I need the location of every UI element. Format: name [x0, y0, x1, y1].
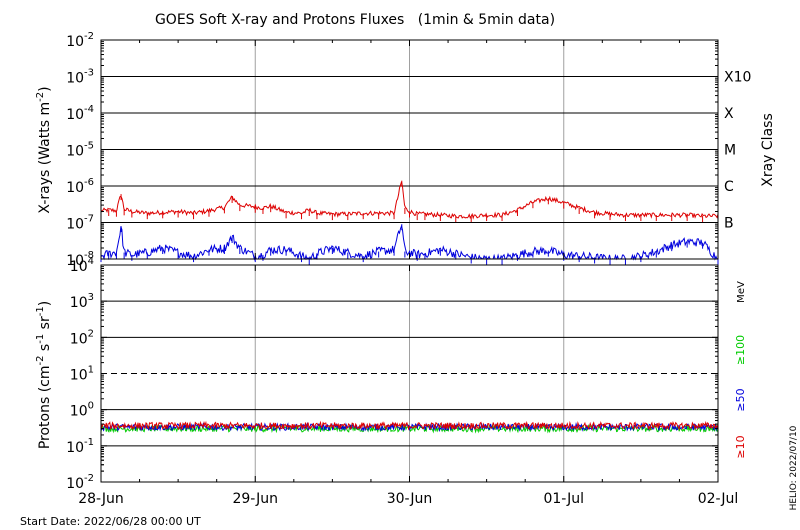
- time-tick-label: 30-Jun: [387, 491, 433, 507]
- proton-tick-label: 101: [70, 365, 94, 384]
- time-axis: 28-Jun 29-Jun 30-Jun 01-Jul 02-Jul: [78, 40, 738, 507]
- proton-tick-label: 104: [70, 256, 94, 275]
- xray-tick-label: 10-5: [66, 141, 94, 160]
- xray-tick-label: 10-3: [66, 68, 94, 87]
- xray-class-label: M: [724, 143, 736, 159]
- proton-y-axis-label: Protons (cm-2 s-1 sr-1): [35, 301, 53, 449]
- xray-class-label: C: [724, 179, 734, 195]
- xray-class-label: X10: [724, 70, 751, 86]
- proton-tick-label: 103: [70, 292, 94, 311]
- proton-tick-label: 10-2: [66, 473, 94, 492]
- xray-class-axis-label: Xray Class: [760, 113, 776, 187]
- xray-y-axis-label: X-rays (Watts m-2): [35, 86, 53, 213]
- xray-tick-label: 10-8: [66, 250, 94, 269]
- chart-title: GOES Soft X-ray and Protons Fluxes (1min…: [155, 12, 555, 28]
- proton-tick-label: 102: [70, 328, 94, 347]
- proton-channel-label: ≥100: [734, 335, 747, 365]
- time-tick-label: 02-Jul: [698, 491, 739, 507]
- xray-tick-label: 10-6: [66, 177, 94, 196]
- time-tick-label: 28-Jun: [78, 491, 124, 507]
- proton-channel-label: ≥10: [734, 435, 747, 458]
- proton-channel-label: ≥50: [734, 388, 747, 411]
- xray-tick-label: 10-4: [66, 104, 94, 123]
- proton-tick-label: 10-1: [66, 437, 94, 456]
- proton-energy-unit: MeV: [736, 281, 747, 303]
- start-date-label: Start Date: 2022/06/28 00:00 UT: [20, 515, 201, 528]
- xray-tick-label: 10-7: [66, 214, 94, 233]
- xray-tick-label: 10-2: [66, 31, 94, 50]
- proton-tick-label: 100: [70, 401, 94, 420]
- proton-panel: 104 103 102 101 100 10-1 10-2 ≥100 ≥50 ≥10 Proto…: [35, 256, 747, 492]
- proton-series: [100, 420, 719, 431]
- time-tick-label: 01-Jul: [543, 491, 584, 507]
- xray-class-label: B: [724, 216, 734, 232]
- xray-panel: 10-2 10-3 10-4 10-5 10-6 10-7 10-8 X10 X M C B X-r…: [35, 31, 776, 269]
- helio-date-label: HELIO: 2022/07/10: [789, 425, 799, 510]
- xray-short-wavelength-series: [100, 224, 718, 261]
- time-tick-label: 29-Jun: [232, 491, 278, 507]
- xray-class-label: X: [724, 106, 734, 122]
